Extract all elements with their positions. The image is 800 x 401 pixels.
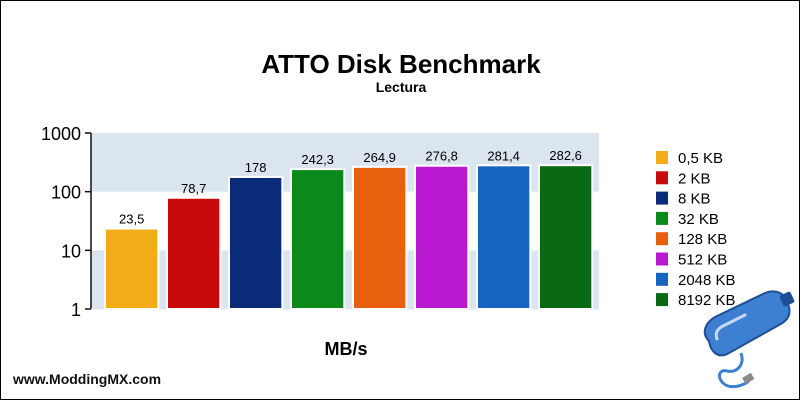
water-bottle-icon <box>703 290 795 389</box>
y-tick-label: 10 <box>61 241 81 261</box>
legend-entry: 8192 KB <box>678 292 736 309</box>
legend-entry: 32 KB <box>678 211 719 228</box>
y-tick-label: 100 <box>51 183 81 203</box>
legend-entry: 0,5 KB <box>678 150 723 167</box>
legend: 0,5 KB 2 KB 8 KB 32 KB 128 KB 512 KB 2048 KB 81… <box>656 150 736 309</box>
chart-subtitle: Lectura <box>376 79 427 95</box>
bar <box>414 164 470 310</box>
bar-value-label: 178 <box>245 160 267 175</box>
legend-entry: 8 KB <box>678 191 711 208</box>
bar-value-label: 282,6 <box>549 148 582 163</box>
chart-title: ATTO Disk Benchmark <box>261 49 541 79</box>
bar <box>352 165 408 310</box>
legend-swatch <box>656 191 668 205</box>
legend-entry: 2048 KB <box>678 272 736 289</box>
y-tick-label: 1000 <box>41 124 81 144</box>
legend-swatch <box>656 232 668 246</box>
x-axis-label: MB/s <box>324 339 367 359</box>
legend-swatch <box>656 171 668 185</box>
bar-value-label: 242,3 <box>301 152 334 167</box>
bar <box>290 168 346 310</box>
bar-value-label: 281,4 <box>487 148 520 163</box>
bar <box>228 175 284 310</box>
y-tick-label: 1 <box>71 300 81 320</box>
legend-entry: 2 KB <box>678 170 711 187</box>
bar <box>476 164 532 310</box>
legend-swatch <box>656 272 668 286</box>
bars-group: 23,5 78,7 178 242,3 264,9 276,8 281,4 282,6 <box>104 148 594 311</box>
bar-value-label: 264,9 <box>363 150 396 165</box>
legend-swatch <box>656 211 668 225</box>
legend-entry: 128 KB <box>678 231 727 248</box>
bar-value-label: 23,5 <box>119 212 144 227</box>
legend-swatch <box>656 293 668 307</box>
bar-value-label: 78,7 <box>181 181 206 196</box>
watermark-text: www.ModdingMX.com <box>13 371 162 387</box>
bar <box>104 227 160 311</box>
legend-swatch <box>656 151 668 164</box>
bar <box>538 164 594 310</box>
legend-entry: 512 KB <box>678 252 727 269</box>
legend-swatch <box>656 252 668 266</box>
bar <box>166 196 222 310</box>
bar-value-label: 276,8 <box>425 149 458 164</box>
